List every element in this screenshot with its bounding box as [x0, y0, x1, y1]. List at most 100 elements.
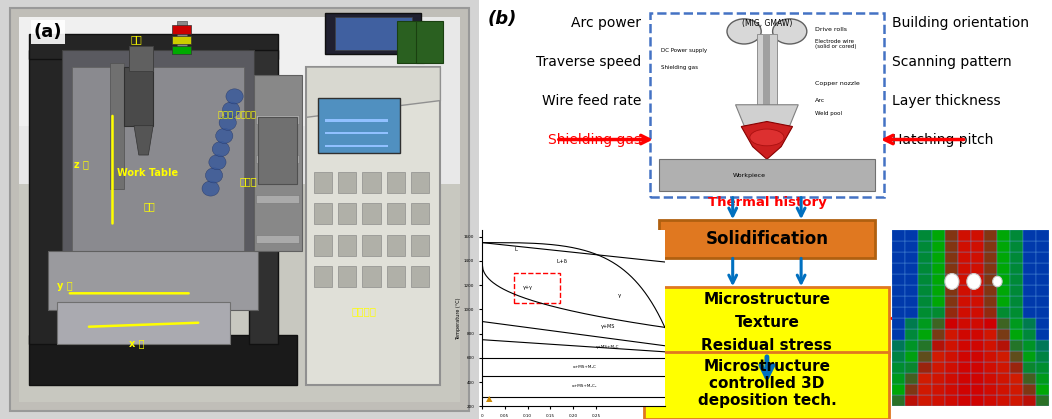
- Bar: [906, 230, 918, 241]
- Bar: [387, 203, 405, 224]
- Text: 토치: 토치: [143, 202, 156, 212]
- Text: γ+γ: γ+γ: [523, 285, 532, 290]
- Bar: [971, 264, 984, 274]
- Bar: [335, 17, 411, 50]
- Bar: [1023, 329, 1036, 340]
- Bar: [906, 285, 918, 297]
- Bar: [1010, 329, 1023, 340]
- Bar: [971, 362, 984, 373]
- Text: Weld pool: Weld pool: [815, 111, 843, 116]
- Bar: [957, 396, 971, 406]
- Bar: [984, 274, 997, 285]
- Bar: [945, 352, 957, 362]
- Bar: [945, 373, 957, 385]
- Text: Shielding gas: Shielding gas: [548, 133, 642, 147]
- Text: L: L: [514, 247, 518, 252]
- Bar: [906, 318, 918, 329]
- Bar: [932, 318, 945, 329]
- Bar: [411, 235, 429, 256]
- Bar: [997, 252, 1010, 264]
- Bar: [945, 264, 957, 274]
- Bar: [19, 17, 460, 189]
- Bar: [984, 373, 997, 385]
- Bar: [411, 172, 429, 193]
- Bar: [957, 241, 971, 252]
- Text: L+δ: L+δ: [557, 259, 567, 264]
- Bar: [1023, 385, 1036, 396]
- Bar: [932, 396, 945, 406]
- Bar: [1036, 252, 1049, 264]
- Bar: [945, 340, 957, 352]
- Bar: [984, 264, 997, 274]
- Bar: [892, 308, 906, 318]
- Bar: [1036, 308, 1049, 318]
- Bar: [387, 266, 405, 287]
- Text: Workpiece: Workpiece: [732, 173, 766, 178]
- Bar: [945, 241, 957, 252]
- Bar: [259, 117, 297, 184]
- Bar: [997, 396, 1010, 406]
- Bar: [177, 21, 186, 54]
- Bar: [945, 274, 957, 285]
- Bar: [918, 396, 932, 406]
- Bar: [362, 172, 381, 193]
- Bar: [338, 203, 357, 224]
- Bar: [1036, 241, 1049, 252]
- Bar: [892, 241, 906, 252]
- FancyBboxPatch shape: [319, 98, 400, 153]
- Text: Wire feed rate: Wire feed rate: [542, 94, 642, 108]
- Text: (MIG, GMAW): (MIG, GMAW): [742, 19, 792, 28]
- Bar: [338, 172, 357, 193]
- Bar: [1023, 318, 1036, 329]
- Bar: [313, 203, 331, 224]
- Bar: [892, 274, 906, 285]
- Bar: [918, 297, 932, 308]
- Bar: [932, 285, 945, 297]
- Bar: [957, 308, 971, 318]
- Bar: [971, 352, 984, 362]
- Bar: [72, 67, 244, 251]
- Text: z 축: z 축: [75, 160, 89, 170]
- FancyBboxPatch shape: [644, 352, 890, 419]
- Bar: [513, 273, 560, 303]
- Bar: [1036, 362, 1049, 373]
- Bar: [932, 274, 945, 285]
- Bar: [932, 329, 945, 340]
- Bar: [997, 385, 1010, 396]
- Circle shape: [216, 128, 232, 143]
- Bar: [971, 308, 984, 318]
- Bar: [1036, 373, 1049, 385]
- Bar: [313, 266, 331, 287]
- Bar: [1023, 396, 1036, 406]
- Circle shape: [219, 115, 237, 130]
- Text: 컨트롤러: 컨트롤러: [351, 306, 377, 316]
- Bar: [325, 145, 388, 147]
- FancyBboxPatch shape: [644, 287, 890, 356]
- Text: 용접기 보호가스: 용접기 보호가스: [218, 110, 256, 119]
- Text: Scanning pattern: Scanning pattern: [892, 55, 1012, 69]
- Bar: [918, 230, 932, 241]
- Bar: [325, 119, 388, 122]
- Bar: [1010, 297, 1023, 308]
- Bar: [997, 362, 1010, 373]
- Bar: [28, 34, 278, 59]
- Bar: [173, 46, 191, 54]
- Text: (b): (b): [487, 10, 517, 28]
- Bar: [957, 340, 971, 352]
- Bar: [110, 63, 124, 189]
- Bar: [1010, 264, 1023, 274]
- Y-axis label: Temperature (°C): Temperature (°C): [456, 297, 461, 340]
- Bar: [945, 329, 957, 340]
- Bar: [1010, 385, 1023, 396]
- Bar: [997, 274, 1010, 285]
- Bar: [945, 318, 957, 329]
- Polygon shape: [134, 126, 154, 155]
- Bar: [129, 46, 154, 71]
- Bar: [945, 297, 957, 308]
- Bar: [957, 329, 971, 340]
- Bar: [325, 13, 421, 54]
- Bar: [984, 241, 997, 252]
- Bar: [906, 252, 918, 264]
- Bar: [173, 25, 191, 34]
- Bar: [984, 308, 997, 318]
